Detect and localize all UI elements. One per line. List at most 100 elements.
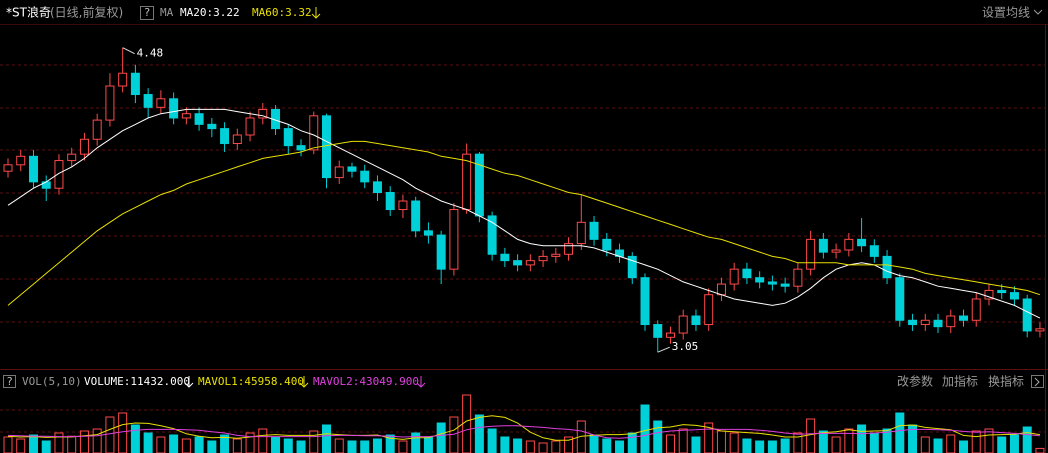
volume-bar	[118, 412, 128, 453]
volume-bar	[296, 440, 306, 453]
volume-bar	[716, 430, 726, 453]
volume-bar	[882, 428, 892, 453]
add-indicator-button[interactable]: 加指标	[942, 374, 978, 389]
candle-body	[806, 238, 816, 270]
volume-bar	[500, 436, 510, 453]
candle-body	[322, 115, 331, 179]
volume-bar	[220, 434, 230, 453]
volume-bar	[462, 394, 472, 453]
candle-body	[500, 253, 510, 262]
volume-bar	[487, 428, 497, 453]
volume-bar	[67, 435, 77, 453]
volume-value: VOLUME:11432.000	[84, 375, 190, 388]
volume-bar	[564, 436, 574, 453]
stock-name: *ST浪奇	[6, 5, 51, 20]
volume-bar	[895, 412, 905, 453]
arrow-icon	[416, 376, 426, 388]
candle-body	[538, 255, 548, 262]
mavol1-legend: MAVOL1:45958.400	[198, 375, 304, 388]
volume-bar	[665, 434, 675, 453]
candle-body	[16, 155, 26, 166]
candle-body	[946, 315, 956, 328]
volume-bar	[232, 438, 242, 453]
settings-button[interactable]: 设置均线	[982, 6, 1030, 20]
volume-bar	[997, 436, 1007, 453]
candle-body	[959, 315, 968, 321]
ma20-legend: MA20:3.22	[180, 6, 240, 19]
volume-bar	[398, 440, 408, 453]
volume-bar	[755, 440, 765, 453]
volume-bar	[347, 440, 357, 453]
switch-indicator-button[interactable]: 换指标	[988, 374, 1024, 389]
candle-body	[908, 319, 918, 326]
candle-body	[449, 209, 459, 270]
volume-bar	[449, 416, 459, 453]
volume-bar	[271, 436, 281, 453]
volume-bar	[984, 428, 994, 453]
candle-body	[54, 160, 64, 189]
candle-body	[385, 192, 395, 211]
volume-bar	[3, 436, 13, 453]
candle-body	[258, 108, 268, 119]
volume-bar	[869, 432, 879, 453]
ma-line	[7, 108, 1041, 319]
scroll-icon[interactable]	[1034, 377, 1040, 387]
mavol2-legend: MAVOL2:43049.900	[313, 375, 419, 388]
arrow-icon	[184, 376, 194, 388]
mavol-line	[7, 425, 1040, 439]
volume-bar	[806, 418, 816, 453]
volume-bar	[1022, 426, 1032, 453]
volume-bar	[423, 436, 433, 453]
volume-bar	[857, 424, 867, 453]
volume-bar	[334, 438, 344, 453]
candle-body	[423, 230, 433, 236]
candle-body	[334, 166, 344, 179]
volume-bar	[933, 438, 943, 453]
candle-body	[372, 181, 382, 194]
candle-body	[678, 315, 688, 334]
candle-body	[169, 98, 179, 119]
candle-body	[79, 138, 89, 155]
candle-body	[767, 281, 777, 285]
candle-body	[971, 298, 981, 321]
candle-body	[67, 153, 77, 162]
candle-body	[513, 260, 523, 266]
dropdown-icon[interactable]	[1033, 9, 1043, 15]
volume-bar	[704, 422, 714, 453]
candle-body	[729, 268, 739, 285]
candle-body	[857, 238, 867, 247]
volume-bar	[678, 428, 688, 453]
edit-params-button[interactable]: 改参数	[897, 374, 933, 389]
candle-body	[360, 170, 370, 183]
candle-body	[194, 113, 204, 125]
candle-body	[487, 215, 497, 255]
candle-body	[3, 164, 13, 172]
volume-bar	[169, 434, 179, 453]
help-button[interactable]	[3, 375, 16, 388]
help-icon[interactable]: ?	[144, 6, 151, 19]
annotation-pointer	[122, 47, 135, 55]
candle-body	[997, 289, 1007, 294]
volume-bar	[1035, 447, 1045, 453]
candle-body	[742, 268, 752, 279]
candle-body	[1009, 292, 1019, 300]
volume-bar	[818, 430, 828, 453]
scroll-button[interactable]	[1031, 375, 1044, 388]
volume-bar	[844, 428, 854, 453]
annotation-pointer	[657, 346, 670, 353]
candle-body	[143, 94, 153, 108]
volume-bar	[742, 438, 752, 453]
candle-body	[296, 145, 306, 151]
volume-bar	[194, 436, 204, 453]
candle-body	[525, 260, 535, 266]
volume-bar	[181, 438, 191, 453]
help-button[interactable]	[140, 6, 154, 20]
candle-body	[551, 253, 561, 257]
volume-bar	[474, 414, 484, 453]
candle-body	[780, 283, 790, 287]
help-icon[interactable]: ?	[6, 375, 13, 388]
candle-body	[436, 234, 446, 270]
volume-bar	[105, 416, 115, 453]
candle-body	[882, 255, 892, 279]
